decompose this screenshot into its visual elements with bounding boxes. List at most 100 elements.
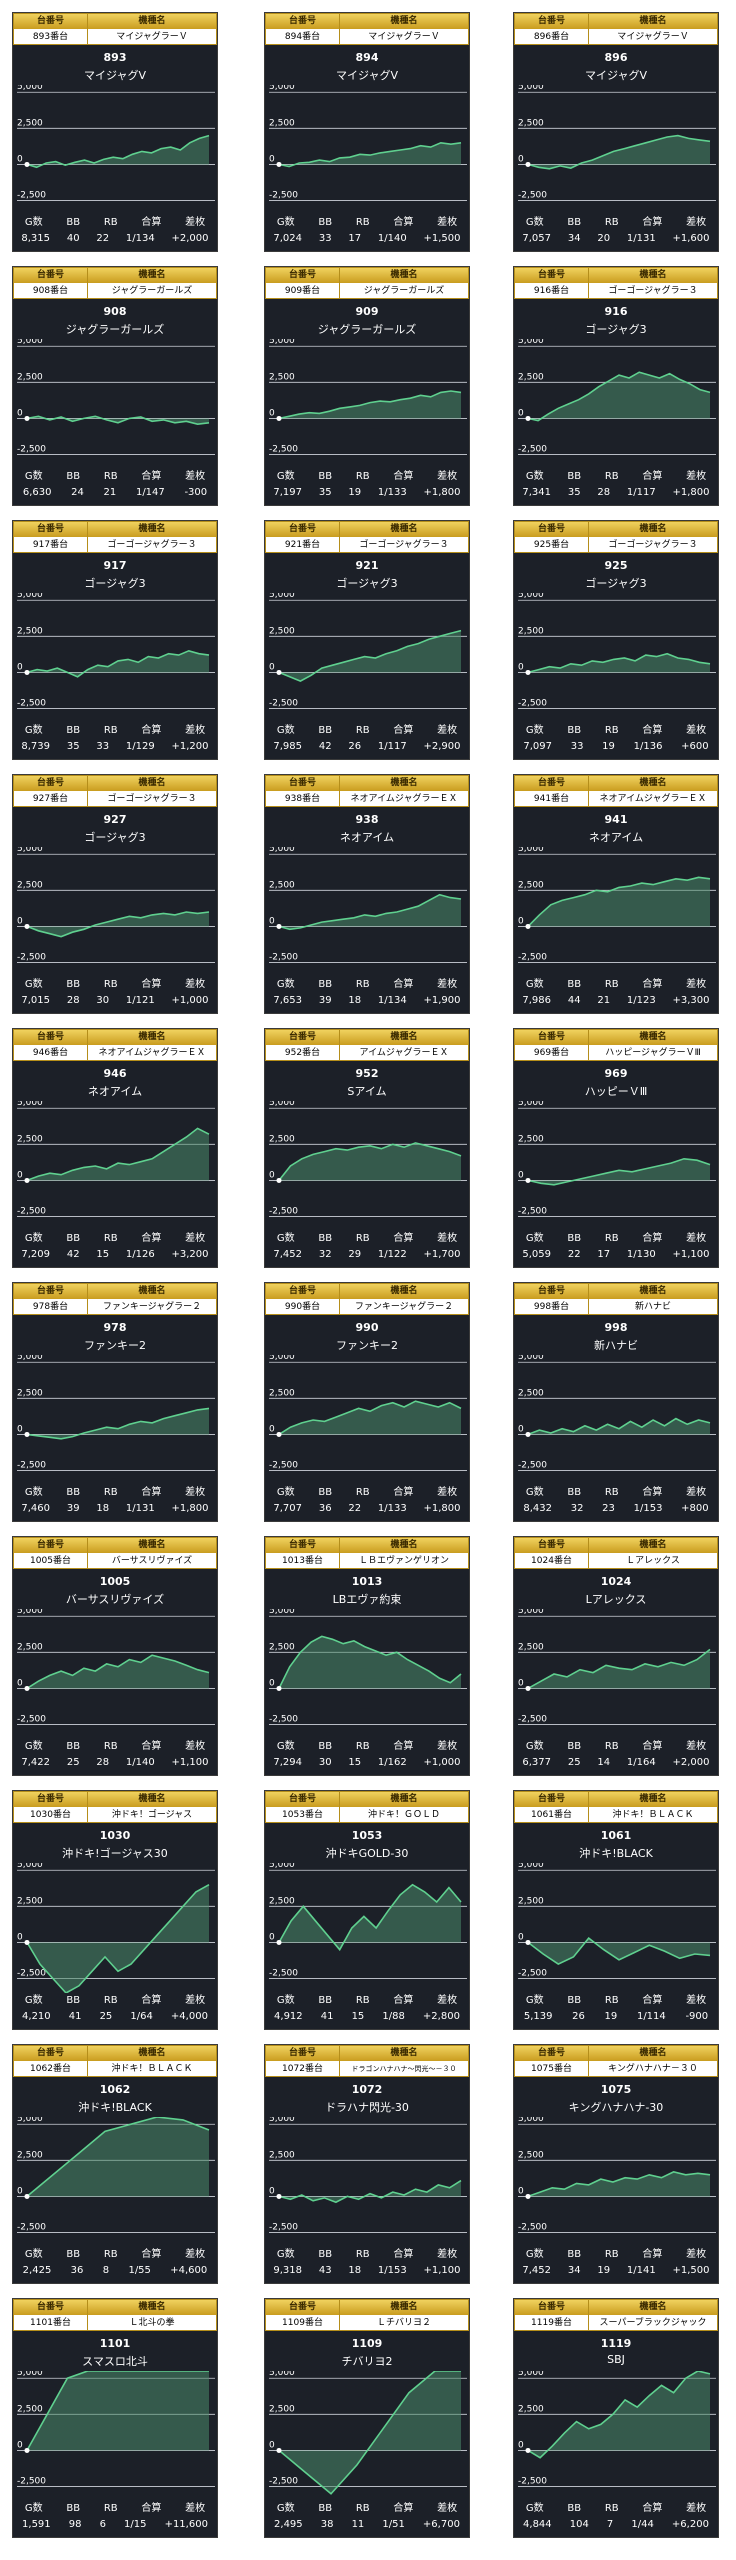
stat-head: 差枚 — [437, 725, 458, 736]
machine-card[interactable]: 台番号 1119番台 機種名 スーパーブラックジャック 1119 SBJ 5,000 2,50… — [513, 2298, 719, 2538]
machine-card[interactable]: 台番号 1013番台 機種名 ＬＢエヴァンゲリオン 1013 LBエヴァ約束 5,000 2,… — [264, 1536, 470, 1776]
slot-cell: 台番号 1101番台 — [13, 2299, 88, 2331]
machine-card[interactable]: 台番号 896番台 機種名 マイジャグラーＶ 896 マイジャグV 5,000 2,500 0 -… — [513, 12, 719, 252]
machine-card[interactable]: 台番号 952番台 機種名 アイムジャグラーＥＸ 952 Sアイム 5,000 2,500 0 -… — [264, 1028, 470, 1268]
difference-line — [26, 649, 210, 678]
machine-short-name: ネオアイム — [87, 1085, 143, 1098]
stat-value: -300 — [184, 487, 208, 498]
machine-card[interactable]: 台番号 946番台 機種名 ネオアイムジャグラーＥＸ 946 ネオアイム 5,000 2,50… — [12, 1028, 218, 1268]
machine-card[interactable]: 台番号 1005番台 機種名 バーサスリヴァイズ 1005 バーサスリヴァイズ 5,000 2… — [12, 1536, 218, 1776]
machine-number: 978 — [103, 1321, 127, 1334]
name-value: ネオアイムジャグラーＥＸ — [350, 794, 458, 804]
name-value: 沖ドキ！ゴージャス — [111, 1810, 193, 1820]
name-cell: 機種名 キングハナハナ－３０ — [589, 2045, 718, 2077]
stats-head-row: G数 BB RB 合算 差枚 — [13, 977, 217, 993]
stat-head: G数 — [525, 725, 544, 736]
difference-chart: 5,000 2,500 0 -2,500 — [518, 1609, 716, 1725]
stat-value: +1,700 — [423, 1249, 461, 1260]
machine-card[interactable]: 台番号 894番台 機種名 マイジャグラーＶ 894 マイジャグV 5,000 2,500 0 -… — [264, 12, 470, 252]
machine-short-name: キングハナハナ-30 — [568, 2101, 664, 2114]
machine-card[interactable]: 台番号 1101番台 機種名 Ｌ北斗の拳 1101 スマスロ北斗 5,000 2,500 0 -2… — [12, 2298, 218, 2538]
machine-card[interactable]: 台番号 938番台 機種名 ネオアイムジャグラーＥＸ 938 ネオアイム 5,000 2,50… — [264, 774, 470, 1014]
machine-card[interactable]: 台番号 925番台 機種名 ゴーゴージャグラー３ 925 ゴージャグ3 5,000 2,500… — [513, 520, 719, 760]
name-label: 機種名 — [340, 268, 468, 283]
slot-cell: 台番号 941番台 — [514, 775, 589, 807]
slot-label: 台番号 — [515, 14, 588, 29]
stat-head: G数 — [525, 471, 544, 482]
machine-card[interactable]: 台番号 1030番台 機種名 沖ドキ！ゴージャス 1030 沖ドキ!ゴージャス30 5,00… — [12, 1790, 218, 2030]
stat-head: BB — [567, 217, 582, 228]
machine-card[interactable]: 台番号 998番台 機種名 新ハナビ 998 新ハナビ 5,000 2,500 0 -2,500 G… — [513, 1282, 719, 1522]
machine-card[interactable]: 台番号 909番台 機種名 ジャグラーガールズ 909 ジャグラーガールズ 5,000 2,5… — [264, 266, 470, 506]
machine-card[interactable]: 台番号 917番台 機種名 ゴーゴージャグラー３ 917 ゴージャグ3 5,000 2,500… — [12, 520, 218, 760]
slot-value: 893番台 — [32, 32, 69, 42]
stat-head: BB — [318, 2503, 333, 2514]
stats-head-row: G数 BB RB 合算 差枚 — [13, 1485, 217, 1501]
machine-number: 969 — [604, 1067, 628, 1080]
stat-head: G数 — [276, 2249, 295, 2260]
y-tick-label: 2,500 — [269, 1642, 295, 1652]
stat-head: G数 — [276, 725, 295, 736]
machine-card[interactable]: 台番号 1109番台 機種名 Ｌチバリヨ２ 1109 チバリヨ2 5,000 2,500 0 -2… — [264, 2298, 470, 2538]
machine-card[interactable]: 台番号 1024番台 機種名 Ｌアレックス 1024 Lアレックス 5,000 2,500 0 -… — [513, 1536, 719, 1776]
y-tick-label: 2,500 — [17, 1134, 43, 1144]
machine-card[interactable]: 台番号 990番台 機種名 ファンキージャグラー２ 990 ファンキー2 5,000 2,50… — [264, 1282, 470, 1522]
machine-number: 1062 — [99, 2083, 131, 2096]
difference-area — [528, 2371, 710, 2458]
machine-card[interactable]: 台番号 941番台 機種名 ネオアイムジャグラーＥＸ 941 ネオアイム 5,000 2,50… — [513, 774, 719, 1014]
machine-card[interactable]: 台番号 1075番台 機種名 キングハナハナ－３０ 1075 キングハナハナ-30 5,00… — [513, 2044, 719, 2284]
machine-card[interactable]: 台番号 969番台 機種名 ハッピージャグラーＶⅢ 969 ハッピーＶⅢ 5,000 2,50… — [513, 1028, 719, 1268]
stat-value: 19 — [597, 2265, 611, 2276]
start-point — [24, 1939, 30, 1945]
machine-card[interactable]: 台番号 1061番台 機種名 沖ドキ！ＢＬＡＣＫ 1061 沖ドキ!BLACK 5,000 2… — [513, 1790, 719, 2030]
y-tick-label: 2,500 — [17, 2150, 43, 2160]
machine-card[interactable]: 台番号 1062番台 機種名 沖ドキ！ＢＬＡＣＫ 1062 沖ドキ!BLACK 5,000 2… — [12, 2044, 218, 2284]
machine-card[interactable]: 台番号 893番台 機種名 マイジャグラーＶ 893 マイジャグV 5,000 2,500 0 -… — [12, 12, 218, 252]
stat-value: 1/117 — [377, 741, 407, 752]
difference-line — [527, 2371, 711, 2459]
card-header: 台番号 938番台 機種名 ネオアイムジャグラーＥＸ — [265, 775, 469, 807]
stat-value: +1,800 — [171, 1503, 209, 1514]
stat-value: +11,600 — [164, 2519, 208, 2530]
slot-value: 1072番台 — [282, 2064, 323, 2074]
machine-card[interactable]: 台番号 908番台 機種名 ジャグラーガールズ 908 ジャグラーガールズ 5,000 2,5… — [12, 266, 218, 506]
y-tick-label: 2,500 — [269, 1134, 295, 1144]
difference-chart: 5,000 2,500 0 -2,500 — [17, 1101, 215, 1217]
stat-value: 1/88 — [382, 2011, 405, 2022]
y-tick-label: -2,500 — [17, 445, 46, 455]
stat-head: 差枚 — [185, 471, 206, 482]
name-value: ネオアイムジャグラーＥＸ — [98, 1048, 206, 1058]
stat-value: +600 — [681, 741, 709, 752]
machine-card[interactable]: 台番号 921番台 機種名 ゴーゴージャグラー３ 921 ゴージャグ3 5,000 2,500… — [264, 520, 470, 760]
name-label: 機種名 — [589, 522, 717, 537]
card-header: 台番号 909番台 機種名 ジャグラーガールズ — [265, 267, 469, 299]
name-cell: 機種名 アイムジャグラーＥＸ — [340, 1029, 469, 1061]
name-value: ドラゴンハナハナ～閃光～－３０ — [351, 2065, 457, 2073]
y-tick-label: 5,000 — [269, 1609, 295, 1616]
stat-value: 1/64 — [130, 2011, 153, 2022]
stats-table: G数 BB RB 合算 差枚 7,197 35 19 1/133 +1,800 — [265, 469, 469, 501]
card-header: 台番号 1072番台 機種名 ドラゴンハナハナ～閃光～－３０ — [265, 2045, 469, 2077]
difference-chart: 5,000 2,500 0 -2,500 — [269, 2371, 467, 2495]
machine-card[interactable]: 台番号 978番台 機種名 ファンキージャグラー２ 978 ファンキー2 5,000 2,50… — [12, 1282, 218, 1522]
stats-table: G数 BB RB 合算 差枚 7,024 33 17 1/140 +1,500 — [265, 215, 469, 247]
name-cell: 機種名 ドラゴンハナハナ～閃光～－３０ — [340, 2045, 469, 2077]
y-tick-label: 2,500 — [17, 118, 43, 128]
y-tick-label: 5,000 — [17, 1609, 43, 1616]
machine-card[interactable]: 台番号 916番台 機種名 ゴーゴージャグラー３ 916 ゴージャグ3 5,000 2,500… — [513, 266, 719, 506]
difference-area — [279, 391, 461, 419]
difference-chart: 5,000 2,500 0 -2,500 — [518, 1355, 716, 1471]
slot-label: 台番号 — [14, 14, 87, 29]
stat-head: BB — [567, 1741, 582, 1752]
y-tick-label: -2,500 — [269, 1715, 298, 1725]
start-point — [276, 2447, 282, 2453]
slot-cell: 台番号 1062番台 — [13, 2045, 88, 2077]
name-cell: 機種名 マイジャグラーＶ — [88, 13, 217, 45]
stat-value: 39 — [66, 1503, 80, 1514]
machine-card[interactable]: 台番号 1053番台 機種名 沖ドキ！ＧＯＬＤ 1053 沖ドキGOLD-30 5,000 2… — [264, 1790, 470, 2030]
machine-card[interactable]: 台番号 927番台 機種名 ゴーゴージャグラー３ 927 ゴージャグ3 5,000 2,500… — [12, 774, 218, 1014]
name-label: 機種名 — [88, 1792, 216, 1807]
machine-card[interactable]: 台番号 1072番台 機種名 ドラゴンハナハナ～閃光～－３０ 1072 ドラハナ閃光-30… — [264, 2044, 470, 2284]
slot-value: 917番台 — [32, 540, 69, 550]
y-tick-label: 2,500 — [269, 118, 295, 128]
